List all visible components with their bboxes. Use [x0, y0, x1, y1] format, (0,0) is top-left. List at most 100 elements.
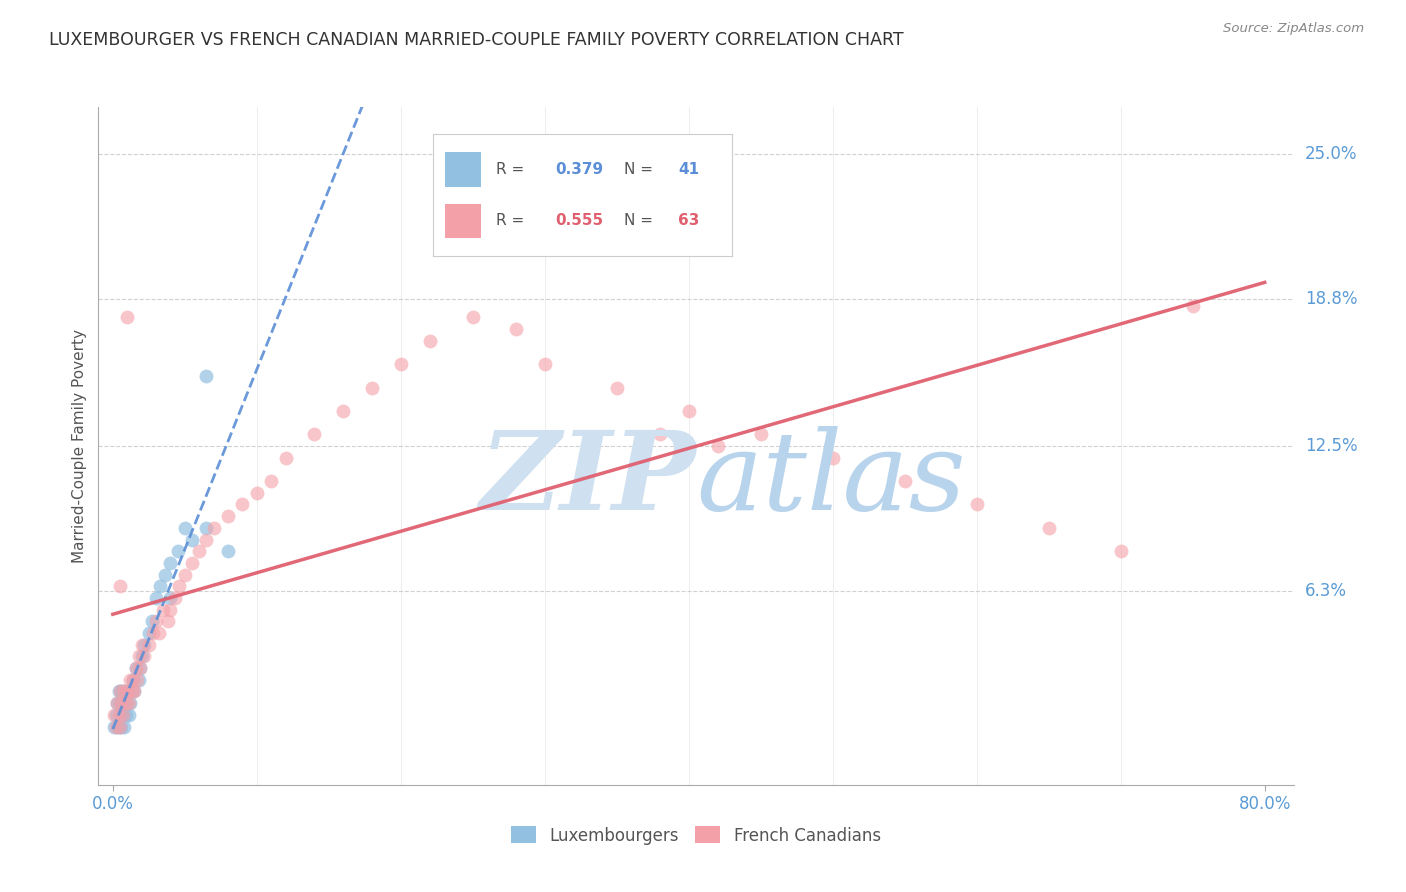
Point [128, 673, 150, 687]
Point [361, 380, 384, 394]
Point [118, 707, 141, 722]
Point [127, 673, 149, 687]
Point [112, 684, 135, 698]
Point [148, 626, 170, 640]
Text: ZIP: ZIP [479, 426, 696, 533]
Point [152, 602, 174, 616]
Text: 12.5%: 12.5% [1305, 437, 1357, 455]
Text: Source: ZipAtlas.com: Source: ZipAtlas.com [1223, 22, 1364, 36]
Point [124, 684, 146, 698]
Point [181, 533, 204, 547]
Text: LUXEMBOURGER VS FRENCH CANADIAN MARRIED-COUPLE FAMILY POVERTY CORRELATION CHART: LUXEMBOURGER VS FRENCH CANADIAN MARRIED-… [49, 31, 904, 49]
Point [274, 450, 297, 465]
Point [231, 498, 253, 512]
Point [166, 544, 188, 558]
Point [173, 567, 195, 582]
Point [111, 707, 134, 722]
Point [105, 696, 128, 710]
Point [1181, 299, 1204, 313]
Point [217, 544, 239, 558]
Point [131, 638, 153, 652]
Point [145, 591, 167, 605]
Point [114, 684, 136, 698]
Point [461, 310, 484, 325]
Point [129, 661, 152, 675]
Point [122, 673, 145, 687]
Point [114, 707, 136, 722]
Point [131, 649, 153, 664]
Point [122, 673, 145, 687]
Point [1109, 544, 1132, 558]
Text: 6.3%: 6.3% [1305, 582, 1347, 600]
Point [246, 485, 269, 500]
Point [159, 602, 181, 616]
Point [115, 684, 138, 698]
Point [108, 696, 131, 710]
Y-axis label: Married-Couple Family Poverty: Married-Couple Family Poverty [72, 329, 87, 563]
Point [111, 684, 134, 698]
Point [533, 357, 555, 371]
Point [138, 638, 160, 652]
Point [173, 521, 195, 535]
Point [217, 509, 239, 524]
Point [112, 719, 135, 733]
Point [103, 719, 125, 733]
Point [149, 579, 172, 593]
Point [110, 719, 132, 733]
Point [104, 707, 127, 722]
Point [304, 427, 326, 442]
Point [115, 684, 138, 698]
Point [108, 579, 131, 593]
Point [111, 707, 134, 722]
Point [749, 427, 772, 442]
Point [118, 696, 141, 710]
Point [706, 439, 728, 453]
Point [112, 696, 135, 710]
Text: 25.0%: 25.0% [1305, 145, 1357, 163]
Text: 18.8%: 18.8% [1305, 290, 1357, 308]
Point [332, 404, 354, 418]
Point [138, 626, 160, 640]
Legend: Luxembourgers, French Canadians: Luxembourgers, French Canadians [505, 820, 887, 851]
Point [163, 591, 186, 605]
Point [195, 533, 218, 547]
Point [103, 707, 125, 722]
Point [110, 696, 132, 710]
Point [195, 521, 218, 535]
Point [107, 707, 129, 722]
Point [167, 579, 190, 593]
Point [115, 310, 138, 325]
Point [128, 649, 150, 664]
Point [108, 719, 131, 733]
Text: atlas: atlas [696, 426, 966, 533]
Point [125, 661, 148, 675]
Point [107, 684, 129, 698]
Point [129, 661, 152, 675]
Point [142, 626, 165, 640]
Point [505, 322, 527, 336]
Point [105, 719, 128, 733]
Point [110, 684, 132, 698]
Point [105, 696, 128, 710]
Point [115, 696, 138, 710]
Point [1038, 521, 1060, 535]
Point [108, 684, 131, 698]
Point [202, 521, 225, 535]
Point [153, 567, 176, 582]
Point [648, 427, 671, 442]
Point [145, 615, 167, 629]
Point [159, 591, 181, 605]
Point [821, 450, 844, 465]
Point [107, 719, 129, 733]
Point [678, 404, 700, 418]
Point [156, 615, 179, 629]
Point [108, 707, 131, 722]
Point [389, 357, 412, 371]
Point [159, 556, 181, 570]
Point [134, 649, 156, 664]
Point [260, 474, 283, 488]
Point [134, 638, 156, 652]
Point [893, 474, 915, 488]
Point [104, 719, 127, 733]
Point [114, 696, 136, 710]
